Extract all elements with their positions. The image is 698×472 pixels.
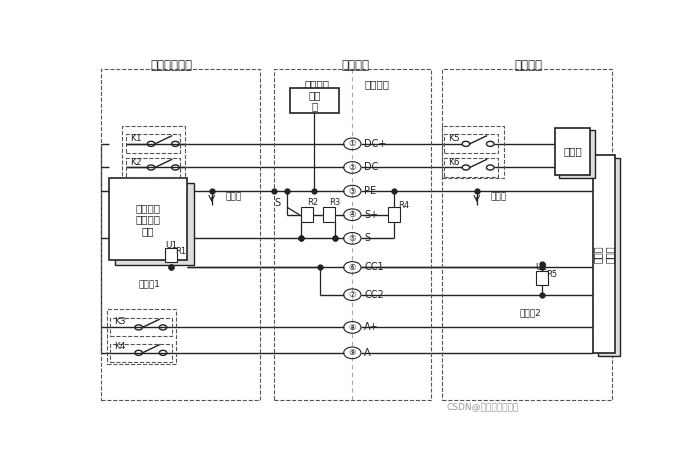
Text: 车艶接口: 车艶接口 (341, 59, 369, 72)
Text: 检测点1: 检测点1 (138, 279, 161, 288)
Bar (442, 126, 504, 178)
Text: 车辆控
制装置: 车辆控 制装置 (593, 245, 615, 262)
Text: K5: K5 (449, 134, 460, 143)
Text: ⑧: ⑧ (348, 323, 356, 332)
Text: CSDN@艾慧的科技江湖: CSDN@艾慧的科技江湖 (446, 402, 519, 411)
Bar (323, 208, 335, 222)
Text: 检测点2: 检测点2 (520, 308, 542, 317)
Bar (109, 178, 187, 260)
Bar (110, 344, 172, 362)
Text: CC1: CC1 (364, 262, 384, 272)
Bar (274, 69, 431, 400)
Text: ⑤: ⑤ (348, 234, 356, 243)
Bar (101, 69, 260, 400)
Text: S-: S- (364, 233, 374, 244)
Text: ⑦: ⑦ (348, 290, 356, 299)
Text: K1: K1 (131, 134, 142, 143)
Bar (126, 158, 180, 177)
Bar (126, 134, 180, 153)
Text: 电池包: 电池包 (563, 146, 582, 156)
Text: 非车载充电机: 非车载充电机 (150, 59, 192, 72)
Text: S: S (274, 198, 281, 208)
Text: PE: PE (364, 186, 376, 196)
Bar (442, 69, 612, 400)
Bar (445, 158, 498, 177)
Text: ①: ① (348, 139, 356, 148)
Text: 非车载充
电机控制
装置: 非车载充 电机控制 装置 (135, 202, 161, 236)
Bar (165, 248, 177, 261)
Text: ②: ② (348, 163, 356, 172)
Text: U1: U1 (165, 241, 177, 250)
Text: CC2: CC2 (364, 290, 384, 300)
Text: ⑥: ⑥ (348, 263, 356, 272)
Text: ⑨: ⑨ (348, 348, 356, 357)
Bar (388, 208, 400, 222)
Text: DC+: DC+ (364, 139, 387, 149)
Text: 车身地: 车身地 (490, 192, 506, 201)
Text: K6: K6 (449, 158, 460, 167)
Text: R1: R1 (175, 246, 186, 255)
Bar (593, 155, 615, 353)
Text: ④: ④ (348, 210, 356, 219)
Bar (560, 130, 595, 177)
Text: K2: K2 (131, 158, 142, 167)
Bar (107, 309, 176, 364)
Text: R3: R3 (329, 198, 340, 207)
Text: 电子
锁: 电子 锁 (309, 90, 320, 111)
Bar (290, 88, 339, 113)
Bar (555, 127, 591, 175)
Text: 电动汽车: 电动汽车 (514, 59, 542, 72)
Bar (110, 318, 172, 337)
Text: R4: R4 (398, 201, 409, 210)
Text: 车艶插头: 车艶插头 (304, 79, 329, 89)
Bar (115, 183, 194, 264)
Text: U2: U2 (535, 263, 548, 272)
Bar (598, 159, 620, 356)
Text: DC-: DC- (364, 162, 382, 172)
Text: K4: K4 (114, 342, 126, 351)
Text: ③: ③ (348, 186, 356, 195)
Text: 设备地: 设备地 (225, 192, 242, 201)
Text: K3: K3 (114, 317, 126, 326)
Text: R5: R5 (546, 270, 557, 279)
Text: S+: S+ (364, 210, 378, 220)
Bar (535, 271, 548, 285)
Text: A-: A- (364, 348, 374, 358)
Bar (122, 126, 184, 178)
Bar (301, 208, 313, 222)
Text: A+: A+ (364, 322, 379, 332)
Text: 车艶插座: 车艶插座 (364, 79, 389, 89)
Text: R2: R2 (306, 198, 318, 207)
Bar (445, 134, 498, 153)
